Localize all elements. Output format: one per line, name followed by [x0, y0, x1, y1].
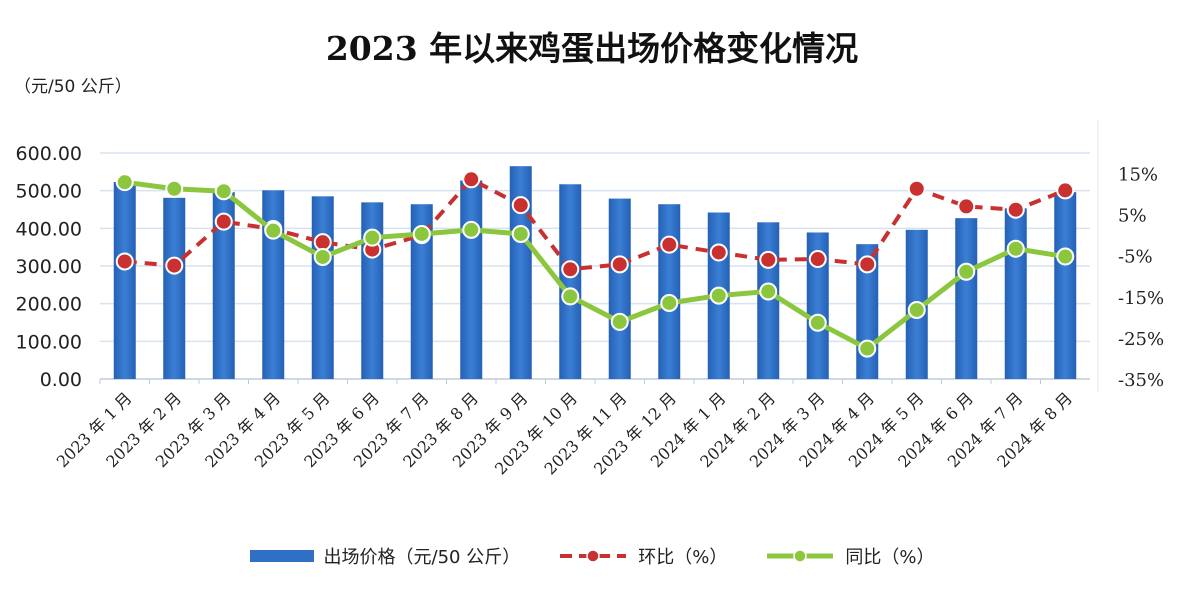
right-axis-tick-label: -35%	[1118, 370, 1164, 391]
mom-point	[1056, 181, 1075, 200]
mom-point	[115, 252, 134, 271]
left-axis-tick-label: 600.00	[16, 143, 82, 165]
bar-price	[311, 196, 334, 379]
yoy-point	[264, 221, 283, 240]
left-axis-tick-label: 500.00	[16, 181, 82, 203]
yoy-point	[313, 247, 332, 266]
bar-price	[410, 204, 433, 379]
bar-price	[757, 222, 780, 379]
yoy-point	[907, 300, 926, 319]
bar-price	[806, 232, 829, 379]
mom-point	[511, 196, 530, 215]
right-axis-tick-label: 15%	[1118, 165, 1158, 186]
mom-point	[808, 250, 827, 269]
left-axis-tick-label: 400.00	[16, 218, 82, 240]
legend-item-price: 出场价格（元/50 公斤）	[249, 543, 521, 569]
bar-price	[212, 192, 235, 379]
mom-point	[759, 250, 778, 269]
bar-price	[460, 180, 483, 379]
yoy-point	[660, 293, 679, 312]
bar-price	[608, 198, 631, 379]
chart-title: 2023 年以来鸡蛋出场价格变化情况	[325, 29, 859, 68]
mom-point	[957, 197, 976, 216]
yoy-point	[858, 339, 877, 358]
left-axis-tick-label: 100.00	[16, 331, 82, 353]
yoy-point	[363, 228, 382, 247]
bar-price	[559, 184, 582, 379]
mom-point	[214, 212, 233, 231]
yoy-point	[561, 287, 580, 306]
mom-point	[462, 170, 481, 189]
yoy-line	[124, 179, 1066, 352]
left-axis-tick-label: 300.00	[16, 256, 82, 278]
yoy-point	[1056, 247, 1075, 266]
yoy-point	[709, 286, 728, 305]
bar-price	[1004, 208, 1027, 379]
yoy-point	[1006, 239, 1025, 258]
yoy-point	[214, 182, 233, 201]
bar-price	[509, 166, 532, 379]
mom-line	[124, 177, 1066, 272]
bar-price	[163, 197, 186, 379]
left-axis-tick-label: 0.00	[40, 369, 82, 391]
mom-point	[1006, 200, 1025, 219]
mom-point	[709, 243, 728, 262]
yoy-point	[808, 313, 827, 332]
mom-point	[907, 179, 926, 198]
yoy-point	[115, 173, 134, 192]
yoy-point	[610, 312, 629, 331]
right-axis-tick-label: -15%	[1118, 288, 1164, 309]
yoy-point	[511, 224, 530, 243]
legend-bar-swatch	[249, 550, 314, 562]
yoy-point	[412, 224, 431, 243]
yoy-point	[462, 220, 481, 239]
mom-point	[858, 255, 877, 274]
legend-label-yoy: 同比（%）	[845, 547, 935, 568]
bar-price	[955, 218, 978, 379]
yoy-point	[759, 282, 778, 301]
legend-label-price: 出场价格（元/50 公斤）	[323, 547, 521, 568]
bar-price	[1054, 192, 1077, 379]
left-axis-unit-label: （元/50 公斤）	[14, 77, 132, 97]
legend-item-mom: 环比（%）	[558, 543, 727, 569]
legend: 出场价格（元/50 公斤） 环比（%） 同比（%）	[0, 543, 1184, 569]
mom-point	[610, 255, 629, 274]
mom-point	[313, 233, 332, 252]
bar-price	[658, 204, 681, 379]
right-axis-tick-label: -5%	[1118, 247, 1153, 268]
mom-point	[660, 235, 679, 254]
yoy-point	[165, 179, 184, 198]
legend-label-mom: 环比（%）	[638, 547, 728, 568]
legend-dashed-line-swatch	[560, 549, 627, 563]
legend-line-swatch	[767, 549, 834, 563]
yoy-point	[957, 262, 976, 281]
legend-item-yoy: 同比（%）	[765, 543, 934, 569]
left-axis-tick-label: 200.00	[16, 294, 82, 316]
bar-price	[113, 182, 136, 379]
right-axis-tick-label: 5%	[1118, 206, 1147, 227]
mom-point	[165, 256, 184, 275]
bar-price	[262, 190, 285, 379]
right-axis-tick-label: -25%	[1118, 329, 1164, 350]
mom-point	[561, 260, 580, 279]
